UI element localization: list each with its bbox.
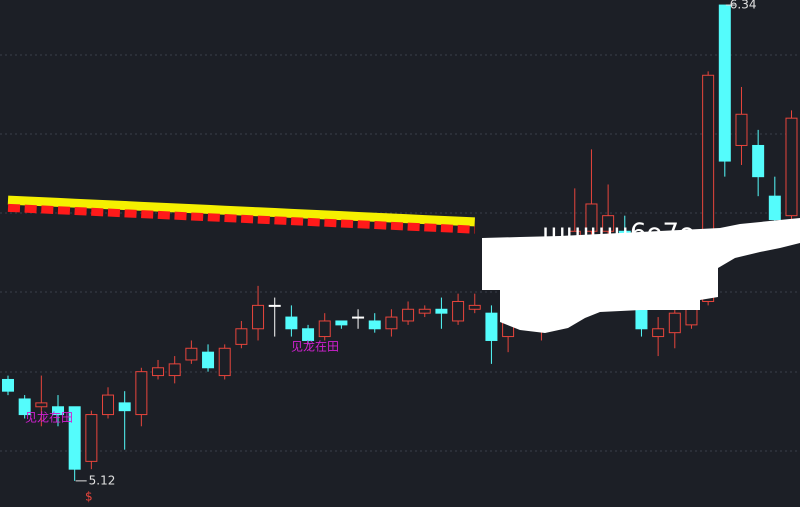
candle-body <box>468 304 481 310</box>
candle-body <box>202 351 215 369</box>
candle-body <box>785 117 798 217</box>
candle-body <box>302 328 315 341</box>
candle-body <box>135 371 148 416</box>
candle-body <box>768 195 781 221</box>
candle-body <box>185 347 198 361</box>
candle-body <box>235 328 248 345</box>
candle-body <box>685 308 698 326</box>
signal-label: 见龙在田 <box>25 411 73 425</box>
overlay-prefix: шшшш <box>542 219 637 249</box>
candle-body <box>352 316 365 319</box>
high-label: 6.34 <box>730 0 757 12</box>
candle-body <box>52 406 65 416</box>
ma-line <box>7 203 475 234</box>
candle-body <box>35 402 48 408</box>
candle-body <box>18 398 31 416</box>
candle-body <box>2 378 14 392</box>
candle-body <box>668 312 681 334</box>
candle-body <box>718 4 731 162</box>
low-label: 5.12 <box>89 473 116 487</box>
candle-body <box>652 328 665 338</box>
candle-body <box>485 312 498 341</box>
signal-label: 见龙在田 <box>291 340 339 354</box>
candle-body <box>335 320 348 326</box>
candle-body <box>752 144 765 178</box>
candle-body <box>702 74 715 302</box>
candle-body <box>452 300 465 322</box>
candle-body <box>402 308 415 322</box>
candle-body <box>168 363 181 377</box>
candle-body <box>152 367 165 377</box>
candle-body <box>368 320 381 330</box>
candle-body <box>418 308 431 314</box>
overlay-text: 6o7o <box>630 219 695 249</box>
candle-body <box>118 402 131 412</box>
candle-body <box>252 304 265 330</box>
candle-body <box>285 316 298 330</box>
ma-line <box>7 195 475 227</box>
candle-body <box>102 394 115 416</box>
candle-body <box>735 113 748 146</box>
candle-body <box>85 414 98 462</box>
candle-body <box>68 406 81 470</box>
overlay-blob <box>482 218 800 333</box>
candle-body <box>585 203 598 232</box>
candle-body <box>385 316 398 330</box>
candle-body <box>602 215 615 232</box>
candle-body <box>435 308 448 314</box>
signal-marker: $ <box>85 490 93 504</box>
candle-body <box>635 308 648 330</box>
candle-body <box>268 304 281 307</box>
candle-body <box>218 347 231 377</box>
candle-body <box>318 320 331 338</box>
